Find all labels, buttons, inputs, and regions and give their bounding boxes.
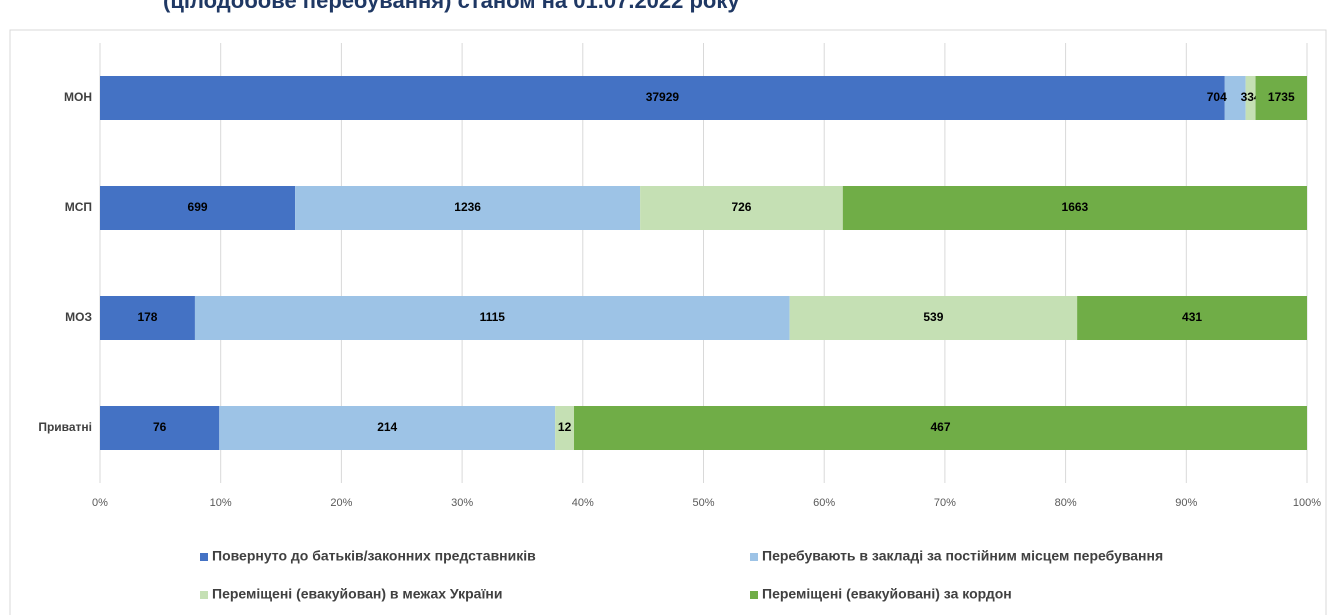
- data-label: 1236: [454, 200, 481, 214]
- data-label: 539: [923, 310, 943, 324]
- bar-segment: [219, 406, 556, 450]
- bar-segment: [1224, 76, 1246, 120]
- bar-segment: [295, 186, 641, 230]
- x-tick-label: 70%: [934, 497, 956, 509]
- x-tick-label: 50%: [692, 497, 714, 509]
- data-label: 76: [153, 420, 167, 434]
- x-tick-label: 20%: [330, 497, 352, 509]
- bar-segment: [574, 406, 1307, 450]
- category-label: МСП: [65, 200, 92, 214]
- data-label: 214: [377, 420, 397, 434]
- x-tick-label: 10%: [210, 497, 232, 509]
- legend-swatch: [750, 591, 758, 599]
- data-label: 1735: [1268, 90, 1295, 104]
- legend-label: Переміщені (евакуйован) в межах України: [212, 586, 502, 602]
- data-label: 704: [1207, 90, 1227, 104]
- x-tick-label: 30%: [451, 497, 473, 509]
- data-label: 726: [731, 200, 751, 214]
- data-label: 431: [1182, 310, 1202, 324]
- data-label: 37929: [646, 90, 680, 104]
- legend-swatch: [750, 553, 758, 561]
- legend-label: Повернуто до батьків/законних представни…: [212, 548, 536, 564]
- x-tick-label: 90%: [1175, 497, 1197, 509]
- data-label: 699: [188, 200, 208, 214]
- x-tick-label: 60%: [813, 497, 835, 509]
- legend-label: Переміщені (евакуйовані) за кордон: [762, 586, 1012, 602]
- legend-swatch: [200, 553, 208, 561]
- x-tick-label: 80%: [1055, 497, 1077, 509]
- x-tick-label: 100%: [1293, 497, 1321, 509]
- bar-segment: [100, 186, 296, 230]
- bar-segment: [100, 406, 220, 450]
- bar-segment: [1077, 296, 1307, 340]
- category-label: Приватні: [38, 420, 92, 434]
- data-label: 1115: [480, 310, 506, 324]
- bar-segment: [1255, 76, 1307, 120]
- category-label: МОН: [64, 90, 92, 104]
- bar-segment: [789, 296, 1078, 340]
- data-label: 178: [137, 310, 157, 324]
- bar-segment: [100, 76, 1225, 120]
- legend-label: Перебувають в закладі за постійним місце…: [762, 548, 1163, 564]
- bar-segment: [1245, 76, 1256, 120]
- category-label: МОЗ: [65, 310, 92, 324]
- x-tick-label: 40%: [572, 497, 594, 509]
- bar-segment: [640, 186, 843, 230]
- chart-title: (цілодобове перебування) станом на 01.07…: [163, 0, 740, 13]
- x-tick-label: 0%: [92, 497, 108, 509]
- data-label: 467: [930, 420, 950, 434]
- data-label: 1663: [1062, 200, 1089, 214]
- bar-segment: [194, 296, 790, 340]
- bar-segment: [100, 296, 195, 340]
- bar-segment: [842, 186, 1307, 230]
- bar-segment: [555, 406, 575, 450]
- data-label: 12: [558, 420, 572, 434]
- legend-swatch: [200, 591, 208, 599]
- chart-frame: [9, 29, 1327, 615]
